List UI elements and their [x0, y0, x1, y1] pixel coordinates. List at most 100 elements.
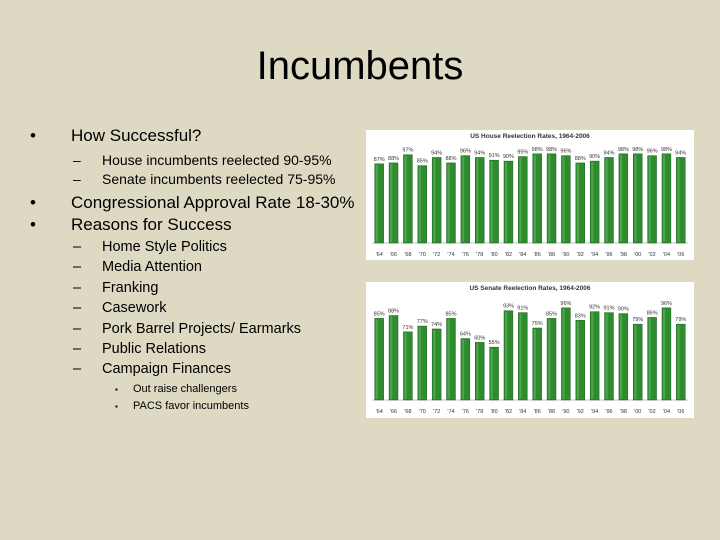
tick-label: '74: [447, 252, 454, 258]
tick-label: '86: [534, 252, 541, 258]
data-label: 94%: [603, 150, 614, 156]
bar: [647, 317, 657, 401]
tick-label: '78: [476, 409, 483, 415]
dash-marker: –: [73, 239, 82, 255]
chart-title: US Senate Reelection Rates, 1964-2006: [469, 285, 590, 292]
tick-label: '78: [476, 252, 483, 258]
bar-highlight: [634, 154, 637, 242]
bar-highlight: [533, 329, 536, 399]
tick-label: '80: [491, 252, 498, 258]
data-label: 96%: [661, 301, 672, 307]
data-label: 90%: [589, 154, 600, 160]
bar: [676, 323, 686, 401]
data-label: 75%: [532, 321, 543, 327]
bar: [604, 312, 614, 401]
bullet-marker: •: [30, 126, 36, 145]
tick-label: '88: [548, 409, 555, 415]
small-bullet-marker: ▪: [115, 384, 118, 394]
sub-bullet-text: Senate incumbents reelected 75-95%: [102, 171, 336, 187]
bullet-marker: •: [30, 193, 36, 212]
bullet-text: How Successful?: [71, 126, 202, 145]
bar: [618, 313, 629, 401]
tick-label: '90: [562, 409, 569, 415]
reason-text: Franking: [102, 279, 159, 296]
data-label: 85%: [445, 311, 456, 317]
tick-label: '92: [577, 409, 584, 415]
bar-highlight: [663, 154, 666, 242]
tick-label: '64: [376, 409, 383, 415]
data-label: 94%: [675, 150, 686, 156]
tick-label: '84: [519, 252, 526, 258]
dash-marker: –: [73, 361, 82, 378]
reason-item: – Casework: [30, 298, 360, 318]
bar-highlight: [619, 314, 623, 399]
data-label: 96%: [460, 149, 471, 155]
bar-highlight: [404, 155, 407, 242]
bar-highlight: [663, 308, 666, 399]
bar: [532, 153, 542, 244]
bar-highlight: [418, 327, 422, 399]
bar: [417, 325, 427, 401]
slide-title: Incumbents: [256, 44, 464, 88]
finance-sub-item: ▪ Out raise challengers: [30, 381, 360, 398]
data-label: 71%: [402, 325, 413, 331]
chart-title: US House Reelection Rates, 1964-2006: [470, 133, 590, 140]
data-label: 64%: [460, 332, 471, 338]
reason-text: Pork Barrel Projects/ Earmarks: [102, 320, 302, 337]
bar-highlight: [548, 154, 551, 242]
bar: [446, 318, 456, 401]
data-label: 60%: [474, 335, 485, 341]
tick-label: '90: [562, 252, 569, 258]
tick-label: '76: [462, 252, 469, 258]
reason-text: Public Relations: [102, 341, 206, 358]
bar-highlight: [533, 154, 536, 242]
data-label: 88%: [575, 156, 586, 162]
bar-highlight: [576, 321, 580, 399]
bar-highlight: [619, 154, 623, 242]
bar-highlight: [519, 157, 522, 242]
tick-label: '98: [620, 252, 627, 258]
bar-highlight: [648, 156, 651, 242]
tick-label: '96: [605, 252, 612, 258]
bar: [489, 346, 499, 401]
tick-label: '80: [491, 409, 498, 415]
small-bullet-marker: ▪: [115, 401, 118, 411]
tick-label: '70: [419, 252, 426, 258]
bullet-list: • How Successful? – House incumbents ree…: [30, 126, 360, 415]
bar: [676, 157, 686, 244]
dash-marker: –: [73, 259, 82, 276]
reason-text: Campaign Finances: [102, 361, 231, 378]
tick-label: '00: [634, 409, 641, 415]
data-label: 96%: [560, 301, 571, 307]
reason-item: – Franking: [30, 278, 360, 298]
data-label: 98%: [661, 147, 672, 153]
bar: [460, 155, 471, 244]
data-label: 96%: [647, 149, 658, 155]
tick-label: '02: [649, 252, 656, 258]
data-label: 97%: [402, 148, 413, 154]
bar-highlight: [562, 156, 565, 242]
tick-label: '68: [404, 252, 411, 258]
bar: [633, 153, 643, 244]
dash-marker: –: [73, 341, 82, 358]
bar-highlight: [433, 158, 436, 242]
data-label: 92%: [589, 305, 600, 311]
data-label: 79%: [675, 317, 686, 323]
bar: [403, 331, 413, 401]
bullet-approval-rate: • Congressional Approval Rate 18-30%: [30, 193, 360, 213]
bar-highlight: [418, 166, 422, 242]
reason-text: Home Style Politics: [102, 239, 227, 255]
bar: [546, 153, 557, 244]
tick-label: '64: [376, 252, 383, 258]
data-label: 91%: [489, 153, 500, 159]
bar-highlight: [390, 316, 393, 399]
bullet-reasons: • Reasons for Success: [30, 215, 360, 235]
senate-chart-svg: US Senate Reelection Rates, 1964-2006 85%…: [372, 285, 688, 415]
tick-label: '06: [677, 252, 684, 258]
bar: [431, 157, 442, 244]
tick-label: '88: [548, 252, 555, 258]
data-label: 79%: [632, 317, 643, 323]
tick-label: '66: [390, 409, 397, 415]
bar-highlight: [461, 339, 465, 399]
bar: [503, 160, 514, 244]
